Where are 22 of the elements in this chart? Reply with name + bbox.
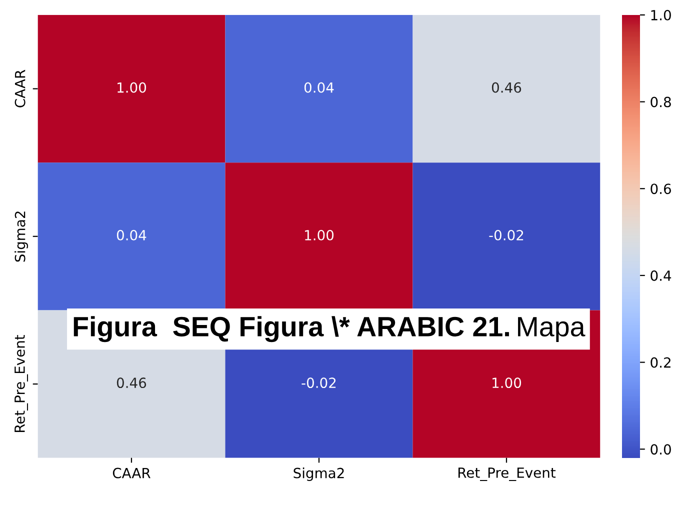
color-bar-label: 0.0 — [650, 444, 671, 455]
x-tick-label: Ret_Pre_Event — [458, 468, 556, 481]
data-label: 1.00 — [492, 378, 522, 388]
data-label: 0.04 — [304, 82, 334, 93]
color-bar-label: 0.4 — [650, 270, 672, 281]
color-bar-label: 0.2 — [650, 357, 670, 368]
x-tick-label: Sigma2 — [294, 468, 344, 481]
color-bar-label: 0.8 — [650, 96, 671, 108]
data-label: 0.46 — [492, 82, 522, 93]
data-label: 0.04 — [116, 230, 146, 240]
data-label: -0.02 — [302, 378, 336, 388]
y-tick-label: Sigma2 — [14, 212, 28, 262]
data-label: 1.00 — [305, 230, 334, 240]
data-label: 1.00 — [118, 82, 146, 93]
data-label: 0.46 — [116, 378, 146, 388]
color-bar-label: 1.0 — [651, 10, 671, 20]
data-label: -0.02 — [489, 230, 524, 240]
annotation: Figura SEQ Figura \* ARABIC 21. — [74, 316, 509, 342]
annotation: Mapa — [518, 317, 586, 342]
y-tick-label: CAAR — [14, 70, 26, 108]
color-bar-label: 0.6 — [650, 184, 671, 194]
x-tick-label: CAAR — [112, 468, 150, 478]
